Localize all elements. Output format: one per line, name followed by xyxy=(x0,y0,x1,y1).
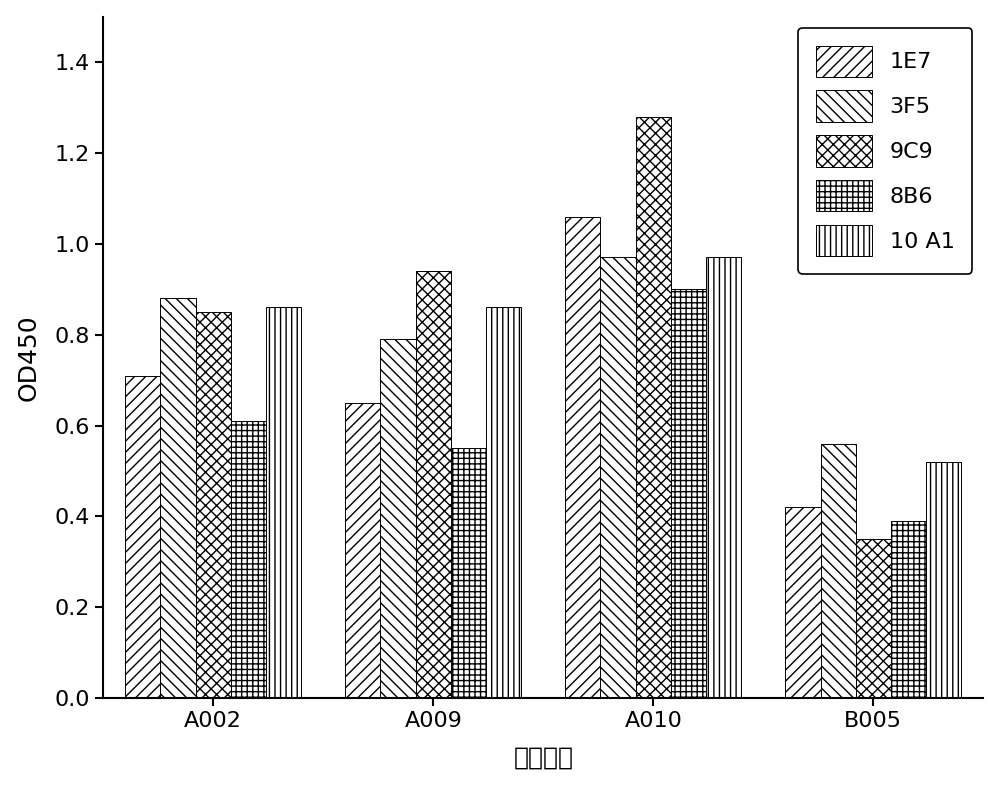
Bar xyxy=(565,217,600,698)
Y-axis label: OD450: OD450 xyxy=(17,314,41,401)
Bar xyxy=(785,508,821,698)
Bar xyxy=(345,403,380,698)
Bar xyxy=(125,376,160,698)
Bar xyxy=(821,444,856,698)
Bar xyxy=(600,258,636,698)
Legend: 1E7, 3F5, 9C9, 8B6, 10 A1: 1E7, 3F5, 9C9, 8B6, 10 A1 xyxy=(798,28,972,274)
Bar xyxy=(160,299,196,698)
Bar xyxy=(380,340,416,698)
Bar xyxy=(671,289,706,698)
Bar xyxy=(706,258,741,698)
Bar xyxy=(231,421,266,698)
Bar xyxy=(196,312,231,698)
Bar xyxy=(451,448,486,698)
Bar xyxy=(266,307,301,698)
Bar xyxy=(416,271,451,698)
Bar xyxy=(486,307,521,698)
Bar xyxy=(636,116,671,698)
Bar xyxy=(926,462,961,698)
X-axis label: 蜗白编号: 蜗白编号 xyxy=(513,745,573,769)
Bar xyxy=(891,521,926,698)
Bar xyxy=(856,539,891,698)
